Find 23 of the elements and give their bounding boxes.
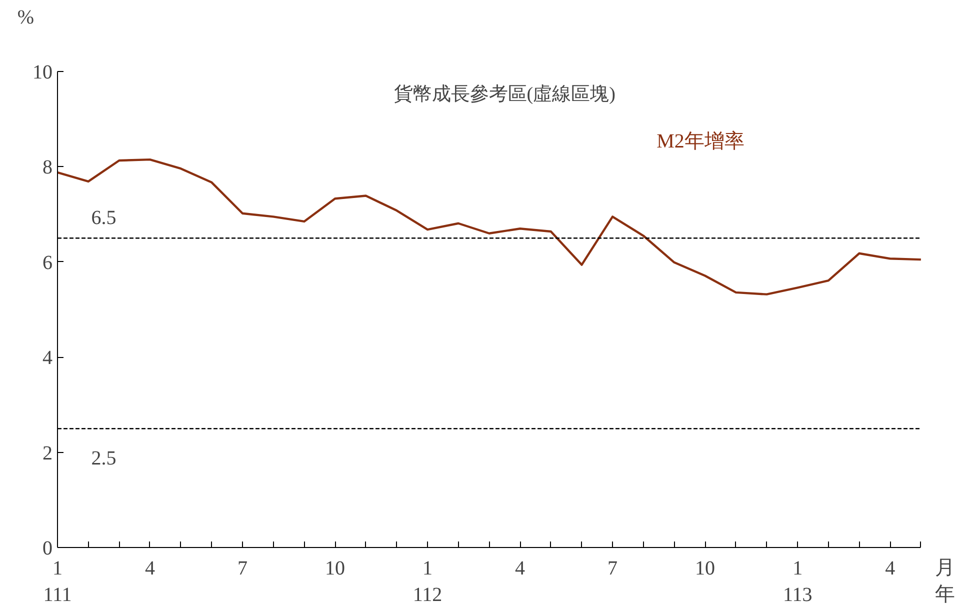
x-tick-label: 1 113 [782, 558, 812, 606]
y-tick-label: 6 [42, 252, 52, 274]
y-tick-label: 8 [42, 156, 52, 179]
y-tick-label: 4 [42, 347, 52, 370]
x-tick-label: 7 [608, 558, 618, 580]
x-axis-title: 月年 [934, 557, 955, 606]
x-tick-label: 10 [695, 558, 716, 580]
ref-line-label: 6.5 [91, 207, 116, 230]
line-series [56, 158, 922, 296]
y-axis-title: % [17, 6, 34, 29]
y-tick-label: 10 [32, 61, 52, 84]
x-tick-label: 1 111 [43, 558, 72, 606]
x-tick-label: 4 [144, 558, 155, 580]
x-tick-label: 1 112 [412, 558, 442, 606]
x-tick-label: 4 [515, 558, 526, 580]
y-tick-label: 0 [42, 538, 52, 560]
y-tick-label: 2 [42, 442, 52, 464]
ref-line-label: 2.5 [91, 448, 116, 470]
x-tick-label: 7 [238, 558, 248, 580]
x-tick-label: 10 [325, 558, 346, 580]
x-tick-label: 4 [885, 558, 896, 580]
text: M2年增率 [656, 130, 744, 152]
annotation: 貨幣成長參考區(虛線區塊) [394, 84, 616, 105]
